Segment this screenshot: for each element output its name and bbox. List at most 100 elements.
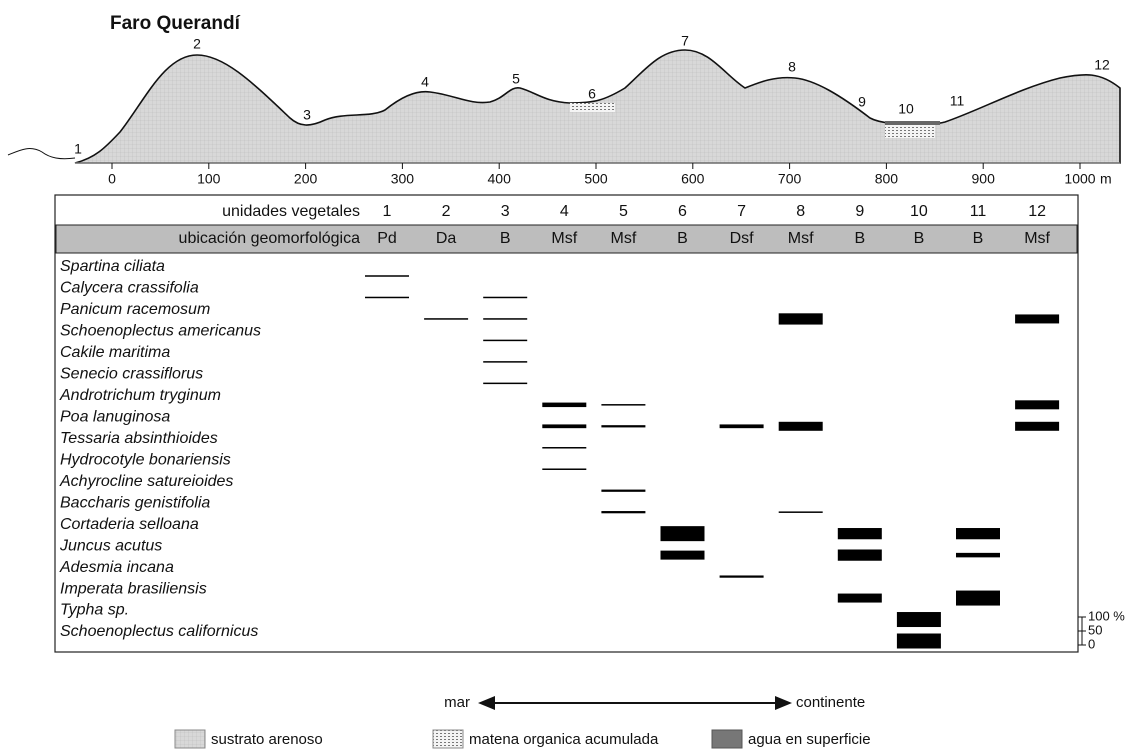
cover-bar: [1015, 400, 1060, 410]
x-unit: m: [1100, 171, 1112, 187]
x-tick-label: 200: [294, 171, 318, 187]
geo-label: B: [677, 230, 688, 247]
legend-label: matena organica acumulada: [469, 731, 659, 748]
cover-bar: [778, 421, 823, 431]
cover-bar: [837, 593, 882, 603]
cover-bar: [483, 361, 528, 363]
species-name: Panicum racemosum: [60, 301, 210, 318]
species-name: Cortaderia selloana: [60, 516, 199, 533]
species-name: Juncus acutus: [59, 537, 162, 554]
direction-from: mar: [444, 694, 470, 711]
unit-label: 1: [383, 203, 392, 220]
species-name: Baccharis genistifolia: [60, 494, 210, 511]
cover-bar: [365, 275, 409, 277]
cover-bar: [719, 424, 764, 429]
x-tick-label: 300: [391, 171, 415, 187]
cover-bar: [483, 382, 528, 385]
unit-label: 4: [560, 203, 569, 220]
cover-bar: [896, 612, 941, 628]
species-name: Schoenoplectus californicus: [60, 623, 258, 640]
cover-bar: [956, 528, 1000, 540]
cover-bar: [601, 425, 646, 428]
title: Faro Querandí: [110, 13, 241, 34]
point-label: 1: [74, 141, 82, 157]
species-name: Senecio crassiflorus: [60, 366, 203, 383]
cover-bar: [483, 339, 528, 342]
species-name: Poa lanuginosa: [60, 409, 170, 426]
cover-bar: [660, 526, 705, 542]
cover-bar: [424, 318, 469, 320]
geo-label: B: [500, 230, 511, 247]
x-tick-label: 500: [584, 171, 608, 187]
table-frame: [54, 194, 1079, 653]
geo-label: Dsf: [730, 230, 755, 247]
point-label: 10: [898, 101, 914, 117]
cover-bar: [365, 296, 409, 299]
cover-bar: [542, 468, 587, 470]
cover-bar: [719, 575, 764, 578]
point-label: 7: [681, 33, 689, 49]
cover-bar: [1015, 421, 1060, 431]
unit-label: 12: [1028, 203, 1046, 220]
species-name: Imperata brasiliensis: [60, 580, 207, 597]
cover-bar: [956, 552, 1000, 558]
x-tick-label: 700: [778, 171, 802, 187]
x-tick-label: 400: [488, 171, 512, 187]
cover-bar: [778, 511, 823, 513]
geo-label: Msf: [611, 230, 637, 247]
legend-swatch: [711, 729, 743, 749]
point-label: 3: [303, 107, 311, 123]
x-tick-label: 800: [875, 171, 899, 187]
species-name: Tessaria absinthioides: [60, 430, 218, 447]
species-name: Hydrocotyle bonariensis: [60, 451, 231, 468]
cover-bar: [778, 313, 823, 325]
cover-bar: [837, 549, 882, 561]
point-label: 2: [193, 36, 201, 52]
species-name: Achyrocline satureioides: [59, 473, 233, 490]
unit-label: 11: [970, 203, 987, 220]
cover-bar: [1015, 314, 1060, 324]
unit-label: 8: [796, 203, 805, 220]
cover-bar: [896, 633, 941, 649]
cover-bar: [542, 402, 587, 408]
geo-row: [55, 224, 1078, 254]
geo-label: B: [914, 230, 925, 247]
geo-label: B: [854, 230, 865, 247]
point-label: 12: [1094, 57, 1110, 73]
x-tick-label: 1000: [1064, 171, 1095, 187]
scale-label: 100 %: [1088, 608, 1125, 623]
x-tick-label: 100: [197, 171, 221, 187]
point-label: 4: [421, 74, 429, 90]
point-label: 5: [512, 71, 520, 87]
units-label: unidades vegetales: [222, 203, 360, 220]
x-tick-label: 0: [108, 171, 116, 187]
unit-label: 6: [678, 203, 687, 220]
geo-label: Msf: [1024, 230, 1050, 247]
geo-label: Msf: [788, 230, 814, 247]
geo-label: B: [973, 230, 984, 247]
legend-swatch: [174, 729, 206, 749]
cover-bar: [483, 296, 528, 299]
point-label: 9: [858, 94, 866, 110]
cover-bar: [956, 590, 1000, 606]
organic-matter: [885, 124, 935, 138]
unit-label: 10: [910, 203, 928, 220]
point-label: 6: [588, 86, 596, 102]
cover-bar: [542, 424, 587, 429]
species-name: Typha sp.: [60, 602, 129, 619]
geo-label: Msf: [551, 230, 577, 247]
unit-label: 9: [855, 203, 864, 220]
organic-matter: [570, 103, 615, 112]
geo-label: Da: [436, 230, 457, 247]
cover-bar: [601, 511, 646, 514]
scale-label: 0: [1088, 636, 1095, 651]
legend-label: sustrato arenoso: [211, 731, 323, 748]
geo-label: ubicación geomorfológica: [179, 230, 361, 247]
cover-bar: [837, 528, 882, 540]
unit-label: 7: [737, 203, 746, 220]
cover-bar: [483, 318, 528, 320]
cover-bar: [601, 489, 646, 492]
cover-bar: [601, 404, 646, 406]
shoreline: [7, 148, 76, 160]
